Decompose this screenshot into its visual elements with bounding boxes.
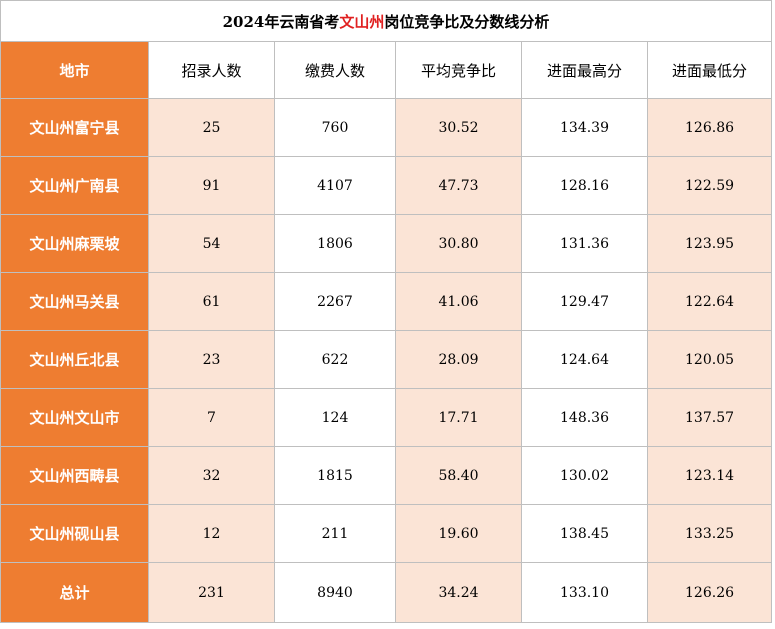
recruits-cell: 25 — [148, 98, 275, 157]
ratio-cell: 30.80 — [395, 214, 522, 273]
recruits-cell: 91 — [148, 156, 275, 215]
max-score-cell: 148.36 — [521, 388, 648, 447]
max-score-cell: 129.47 — [521, 272, 648, 331]
header-min-score: 进面最低分 — [646, 41, 773, 99]
paid-cell: 622 — [274, 330, 396, 389]
max-score-cell: 134.39 — [521, 98, 648, 157]
recruits-cell: 54 — [148, 214, 275, 273]
region-cell: 文山州西畴县 — [0, 446, 149, 505]
ratio-cell: 17.71 — [395, 388, 522, 447]
paid-cell: 2267 — [274, 272, 396, 331]
paid-cell: 760 — [274, 98, 396, 157]
ratio-cell: 19.60 — [395, 504, 522, 563]
max-score-cell: 128.16 — [521, 156, 648, 215]
paid-cell: 1815 — [274, 446, 396, 505]
table-row: 文山州砚山县 12 211 19.60 138.45 133.25 — [0, 504, 773, 563]
header-recruits: 招录人数 — [148, 41, 275, 99]
max-score-cell: 138.45 — [521, 504, 648, 563]
total-row: 总计 231 8940 34.24 133.10 126.26 — [0, 562, 773, 623]
paid-cell: 211 — [274, 504, 396, 563]
table-row: 文山州丘北县 23 622 28.09 124.64 120.05 — [0, 330, 773, 389]
ratio-cell: 28.09 — [395, 330, 522, 389]
ratio-cell: 58.40 — [395, 446, 522, 505]
recruits-cell: 23 — [148, 330, 275, 389]
region-cell: 文山州文山市 — [0, 388, 149, 447]
title-highlight: 文山州 — [339, 12, 385, 31]
total-min-score: 126.26 — [646, 562, 773, 623]
header-max-score: 进面最高分 — [521, 41, 648, 99]
min-score-cell: 123.14 — [646, 446, 773, 505]
region-cell: 文山州砚山县 — [0, 504, 149, 563]
ratio-cell: 41.06 — [395, 272, 522, 331]
min-score-cell: 122.59 — [646, 156, 773, 215]
header-ratio: 平均竞争比 — [395, 41, 522, 99]
region-cell: 文山州马关县 — [0, 272, 149, 331]
paid-cell: 4107 — [274, 156, 396, 215]
table-title: 2024年云南省考文山州岗位竞争比及分数线分析 — [0, 0, 773, 42]
min-score-cell: 126.86 — [646, 98, 773, 157]
max-score-cell: 131.36 — [521, 214, 648, 273]
recruits-cell: 61 — [148, 272, 275, 331]
table-row: 文山州文山市 7 124 17.71 148.36 137.57 — [0, 388, 773, 447]
header-paid: 缴费人数 — [274, 41, 396, 99]
paid-cell: 124 — [274, 388, 396, 447]
min-score-cell: 123.95 — [646, 214, 773, 273]
total-recruits: 231 — [148, 562, 275, 623]
total-max-score: 133.10 — [521, 562, 648, 623]
header-row: 地市 招录人数 缴费人数 平均竞争比 进面最高分 进面最低分 — [0, 41, 773, 99]
table-row: 文山州富宁县 25 760 30.52 134.39 126.86 — [0, 98, 773, 157]
title-prefix: 2024年云南省考 — [222, 12, 340, 31]
region-cell: 文山州丘北县 — [0, 330, 149, 389]
recruits-cell: 12 — [148, 504, 275, 563]
paid-cell: 1806 — [274, 214, 396, 273]
min-score-cell: 122.64 — [646, 272, 773, 331]
region-cell: 文山州富宁县 — [0, 98, 149, 157]
table-row: 文山州西畴县 32 1815 58.40 130.02 123.14 — [0, 446, 773, 505]
region-cell: 文山州麻栗坡 — [0, 214, 149, 273]
total-ratio: 34.24 — [395, 562, 522, 623]
max-score-cell: 124.64 — [521, 330, 648, 389]
min-score-cell: 120.05 — [646, 330, 773, 389]
ratio-cell: 47.73 — [395, 156, 522, 215]
total-label: 总计 — [0, 562, 149, 623]
table-row: 文山州麻栗坡 54 1806 30.80 131.36 123.95 — [0, 214, 773, 273]
min-score-cell: 133.25 — [646, 504, 773, 563]
ratio-cell: 30.52 — [395, 98, 522, 157]
title-suffix: 岗位竞争比及分数线分析 — [384, 12, 550, 31]
region-cell: 文山州广南县 — [0, 156, 149, 215]
table-row: 文山州广南县 91 4107 47.73 128.16 122.59 — [0, 156, 773, 215]
min-score-cell: 137.57 — [646, 388, 773, 447]
table-row: 文山州马关县 61 2267 41.06 129.47 122.64 — [0, 272, 773, 331]
recruits-cell: 32 — [148, 446, 275, 505]
total-paid: 8940 — [274, 562, 396, 623]
header-region: 地市 — [0, 41, 149, 99]
max-score-cell: 130.02 — [521, 446, 648, 505]
recruits-cell: 7 — [148, 388, 275, 447]
